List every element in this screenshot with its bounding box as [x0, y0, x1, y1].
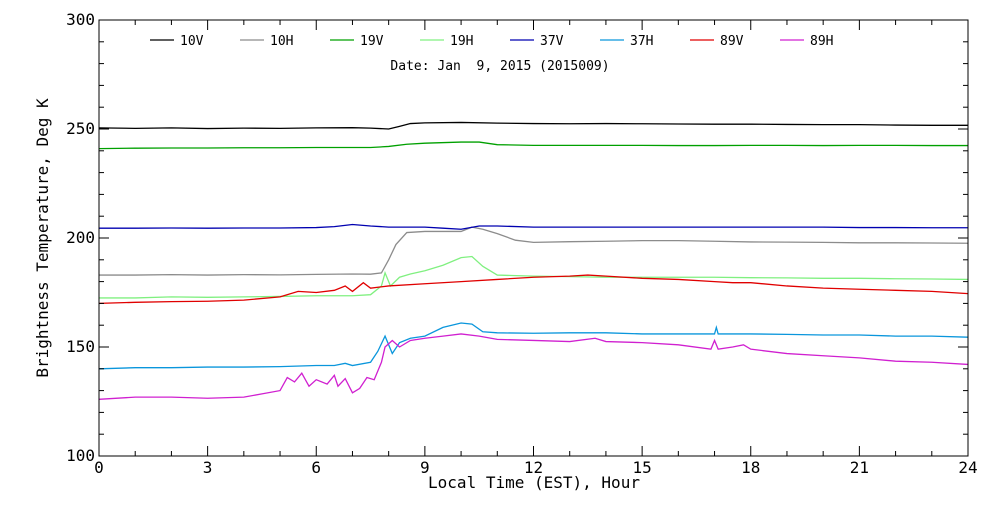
- y-tick-label: 100: [66, 446, 95, 465]
- x-tick-label: 15: [632, 458, 651, 477]
- series-line-89v: [98, 274, 969, 305]
- x-tick-label: 6: [311, 458, 321, 477]
- y-tick-label: 250: [66, 119, 95, 138]
- legend-label-37h: 37H: [630, 34, 653, 49]
- series-line-37v: [99, 223, 968, 230]
- y-tick-label: 200: [66, 228, 95, 247]
- x-tick-label: 9: [420, 458, 430, 477]
- series-line-19v: [98, 141, 968, 150]
- x-tick-label: 24: [958, 458, 977, 477]
- legend-label-10h: 10H: [270, 34, 293, 49]
- x-tick-label: 0: [94, 458, 104, 477]
- series-line-10h: [99, 226, 969, 276]
- legend: 10V 10H 19V 19H 37V 37H 89V 89H: [150, 34, 833, 49]
- series-line-19h: [99, 255, 969, 299]
- y-axis-title: Brightness Temperature, Deg K: [33, 98, 52, 378]
- series-line-89h: [98, 333, 969, 400]
- x-tick-label: 21: [850, 458, 869, 477]
- x-tick-label: 12: [524, 458, 543, 477]
- series-line-37h: [98, 322, 969, 370]
- plot-frame: [98, 19, 969, 457]
- series-layer: [98, 121, 969, 400]
- legend-label-89h: 89H: [810, 34, 833, 49]
- y-tick-label: 150: [66, 337, 95, 356]
- series-line-10v: [98, 121, 968, 130]
- x-tick-label: 18: [741, 458, 760, 477]
- legend-label-19v: 19V: [360, 34, 384, 49]
- x-axis-title: Local Time (EST), Hour: [428, 473, 640, 492]
- y-tick-label: 300: [66, 10, 95, 29]
- chart-title: Date: Jan 9, 2015 (2015009): [390, 59, 609, 74]
- legend-label-10v: 10V: [180, 34, 204, 49]
- legend-label-37v: 37V: [540, 34, 564, 49]
- legend-label-89v: 89V: [720, 34, 744, 49]
- legend-label-19h: 19H: [450, 34, 473, 49]
- tick-layer: 0 3 6 9 12 15 18 21 24 100 150 200 250 300: [66, 10, 978, 477]
- x-tick-label: 3: [203, 458, 213, 477]
